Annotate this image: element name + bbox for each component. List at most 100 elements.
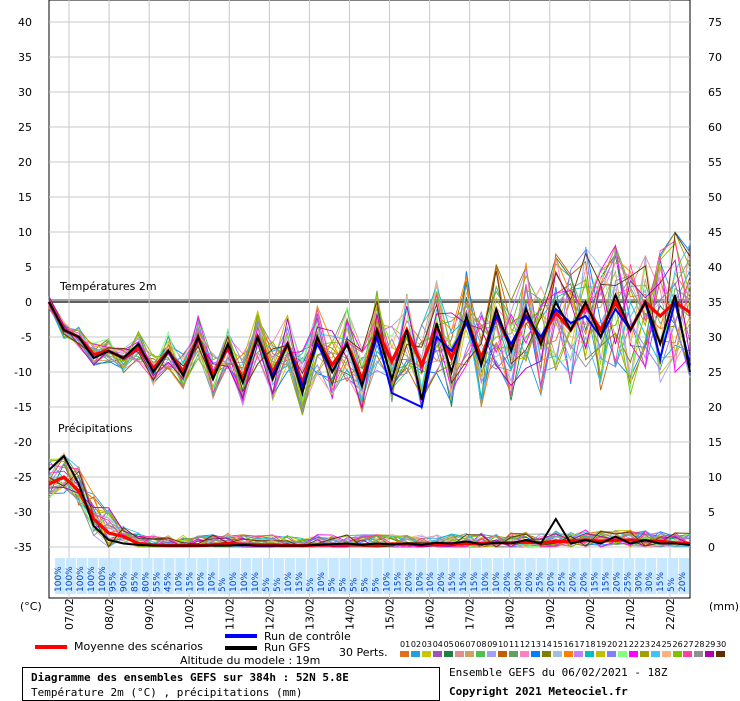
left-tick-label: 5 [25,261,32,274]
run-text: Ensemble GEFS du 06/02/2021 - 18Z [449,666,668,679]
snow-prob-cell [361,558,372,594]
perturbation-number: 11 [509,640,520,649]
snow-prob-label: 20% [580,572,590,592]
snow-prob-cell [339,558,350,594]
date-label: 09/02 [143,598,156,630]
snow-prob-label: 20% [569,572,579,592]
snow-prob-cell [219,558,230,594]
snow-prob-label: 10% [174,572,184,592]
snow-prob-label: 10% [415,572,425,592]
date-label: 08/02 [103,598,116,630]
perturbation-number: 17 [574,640,585,649]
snow-prob-cell [503,558,514,594]
perturbation-number: 25 [661,640,672,649]
snow-prob-cell [569,558,580,594]
left-tick-label: 35 [18,51,32,64]
perturbation-swatch [694,651,704,657]
right-tick-label: 40 [708,261,722,274]
copyright-text: Copyright 2021 Meteociel.fr [449,685,628,698]
snow-prob-label: 95% [109,572,119,592]
perturbation-number: 02 [410,640,422,649]
snow-prob-cell [142,558,153,594]
perturbation-number: 30 [716,640,727,649]
snow-prob-cell [383,558,394,594]
snow-prob-cell [350,558,361,594]
snow-prob-cell [591,558,602,594]
date-label: 12/02 [263,598,276,630]
snow-prob-label: 80% [142,572,152,592]
perturbation-temp-line [48,249,691,413]
chart-title: Diagramme des ensembles GEFS sur 384h : … [31,671,349,684]
snow-prob-label: 15% [470,572,480,592]
right-tick-label: 50 [708,191,722,204]
date-label: 13/02 [303,598,316,630]
left-tick-label: -30 [14,506,32,519]
series-precip-line [48,454,691,547]
snow-prob-cell [131,558,142,594]
perturbation-swatch [530,651,540,657]
snow-prob-label: 10% [317,572,327,592]
perturbation-number: 13 [530,640,541,649]
precip-panel-label: Précipitations [58,422,133,435]
snow-prob-cell [668,558,679,594]
snow-prob-label: 15% [459,572,469,592]
left-tick-label: -25 [14,471,32,484]
snow-prob-cell [87,558,98,594]
chart-grid [48,0,691,599]
snow-prob-label: 5% [328,577,338,592]
perturbation-number: 24 [650,640,661,649]
left-tick-label: 10 [18,226,32,239]
perturbation-number: 04 [432,640,443,649]
perturbation-swatch [552,651,562,657]
perturbation-number: 03 [421,640,432,649]
snow-prob-label: 10% [284,572,294,592]
snow-prob-label: 20% [437,572,447,592]
perturbation-swatch [596,651,606,657]
snow-prob-label: 10% [196,572,206,592]
snow-prob-cell [120,558,131,594]
snow-prob-cell [679,558,689,594]
snow-prob-label: 20% [612,572,622,592]
date-label: 20/02 [584,598,597,630]
snow-prob-label: 20% [678,572,688,592]
snow-prob-label: 100% [54,566,64,592]
snow-prob-cell [646,558,657,594]
legend-gfs-label: Run GFS [264,641,311,654]
perturbation-number: 12 [519,640,531,649]
snow-prob-cell [295,558,306,594]
date-label: 17/02 [464,598,477,630]
perturbation-swatch [509,651,518,657]
date-label: 16/02 [424,598,437,630]
snow-prob-cell [263,558,273,594]
perturbation-precip-line [48,463,691,548]
right-tick-label: 35 [708,296,722,309]
right-tick-label: 45 [708,226,722,239]
snow-prob-cell [98,558,109,594]
left-tick-label: -10 [14,366,32,379]
right-tick-label: 70 [708,51,722,64]
snow-prob-label: 20% [547,572,557,592]
date-label: 15/02 [384,598,397,630]
snow-prob-label: 15% [185,572,195,592]
perturbation-number: 18 [585,640,596,649]
perturbation-swatch [476,651,486,657]
snow-prob-cell [65,558,76,594]
snow-prob-cell [405,558,416,594]
perturbation-number: 20 [607,640,618,649]
perturbation-temp-line [48,231,691,393]
perturbation-swatch [487,651,497,657]
perturbation-swatch [410,651,420,657]
perturbation-swatch [628,651,638,657]
snow-prob-cell [208,558,219,594]
snow-prob-cell [241,558,252,594]
snow-prob-label: 5% [218,577,228,592]
perturbation-swatch [541,651,551,657]
left-tick-label: 25 [18,121,32,134]
snow-prob-label: 15% [448,572,458,592]
snow-prob-cell [536,558,547,594]
perturbation-number: 05 [443,640,454,649]
snow-prob-label: 25% [558,572,568,592]
snow-prob-cell [613,558,624,594]
perturbation-number: 21 [618,640,629,649]
